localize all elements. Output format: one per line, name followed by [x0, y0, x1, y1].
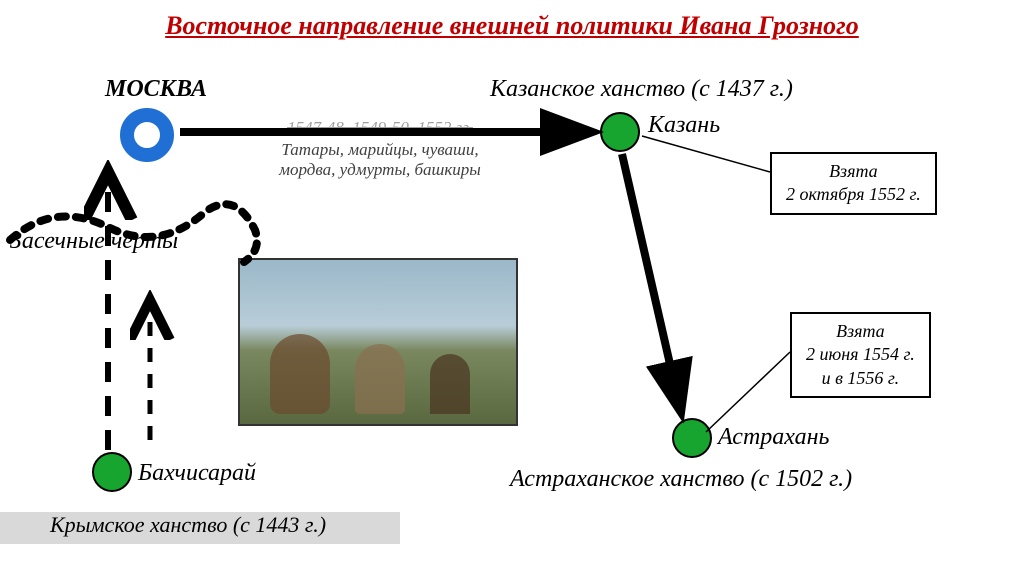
node-moscow-marker	[120, 108, 174, 162]
node-bakhchisarai-marker	[92, 452, 132, 492]
connector-kazan-infobox	[642, 136, 770, 172]
node-crimea-khanate-label: Крымское ханство (с 1443 г.)	[50, 512, 326, 538]
diagram-title: Восточное направление внешней политики И…	[0, 0, 1024, 41]
historical-painting	[238, 258, 518, 426]
connector-astrakhan-infobox	[706, 352, 790, 432]
node-kazan-marker	[600, 112, 640, 152]
node-kazan-khanate-label: Казанское ханство (с 1437 г.)	[490, 76, 793, 103]
node-astrakhan-khanate-label: Астраханское ханство (с 1502 г.)	[510, 466, 852, 493]
node-zasechnye-label: Засечные черты	[10, 228, 178, 255]
node-moscow-label: МОСКВА	[105, 76, 207, 103]
info-box-kazan: Взята 2 октября 1552 г.	[770, 152, 937, 215]
node-astrakhan-marker	[672, 418, 712, 458]
info-box-astrakhan: Взята 2 июня 1554 г. и в 1556 г.	[790, 312, 931, 398]
campaign-years-text: 1547-48, 1549-50, 1552 гг.	[250, 118, 510, 138]
node-astrakhan-label: Астрахань	[718, 424, 829, 451]
arrow-kazan-astrakhan	[622, 154, 680, 408]
peoples-text: Татары, марийцы, чуваши, мордва, удмурты…	[250, 140, 510, 181]
node-kazan-label: Казань	[648, 112, 720, 139]
node-bakhchisarai-label: Бахчисарай	[138, 460, 256, 487]
